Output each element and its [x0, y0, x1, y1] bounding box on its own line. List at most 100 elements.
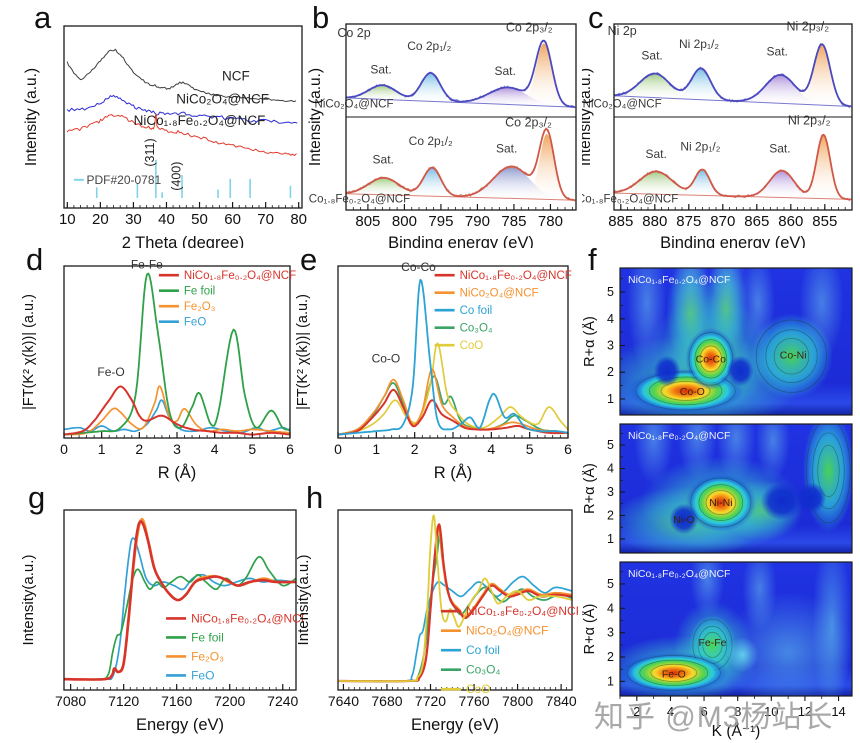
- svg-text:Fe foil: Fe foil: [184, 286, 215, 298]
- svg-text:K (Å⁻¹): K (Å⁻¹): [712, 723, 761, 740]
- svg-text:6: 6: [564, 441, 572, 457]
- svg-text:Co foil: Co foil: [466, 643, 500, 657]
- svg-text:1: 1: [372, 441, 380, 457]
- svg-text:R+α (Å): R+α (Å): [582, 463, 598, 514]
- svg-text:2: 2: [633, 704, 640, 719]
- svg-text:PDF#20-0781: PDF#20-0781: [86, 173, 161, 187]
- svg-text:Co₃O₄: Co₃O₄: [466, 663, 501, 677]
- panel-letter-e: e: [300, 242, 318, 277]
- svg-text:20: 20: [92, 211, 109, 228]
- svg-text:795: 795: [428, 213, 453, 230]
- svg-text:30: 30: [125, 211, 142, 228]
- svg-text:855: 855: [812, 213, 837, 230]
- svg-text:Intensity(a.u.): Intensity(a.u.): [296, 555, 312, 646]
- svg-text:7800: 7800: [502, 693, 533, 709]
- svg-text:Binding energy (eV): Binding energy (eV): [388, 234, 534, 248]
- svg-text:10: 10: [764, 704, 778, 719]
- xanes-co-chart: 7640 7680 7720 7760 7800 7840 Energy (eV) Inten…: [296, 509, 578, 734]
- svg-text:4: 4: [211, 441, 219, 457]
- svg-text:NiCo₂O₄@NCF: NiCo₂O₄@NCF: [460, 288, 539, 300]
- svg-text:Co-O: Co-O: [372, 351, 401, 365]
- svg-text:14: 14: [831, 704, 845, 719]
- svg-text:NiCo₁.₈Fe₀.₂O₄@NCF: NiCo₁.₈Fe₀.₂O₄@NCF: [466, 604, 578, 618]
- svg-text:NiCo₁.₈Fe₀.₂O₄@NCF: NiCo₁.₈Fe₀.₂O₄@NCF: [460, 270, 572, 282]
- svg-text:790: 790: [465, 213, 490, 230]
- svg-text:40: 40: [158, 211, 175, 228]
- svg-text:Ni 2p₃/₂: Ni 2p₃/₂: [786, 20, 829, 34]
- svg-text:Energy (eV): Energy (eV): [136, 716, 224, 734]
- exafs-fe-chart: 0 1 2 3 4 5 6 R (Å) |FT(K² χ(k))| (a.u.) Fe-Fe Fe-…: [21, 258, 296, 482]
- svg-text:Co-O: Co-O: [680, 386, 705, 398]
- svg-text:10: 10: [59, 211, 76, 228]
- svg-text:785: 785: [501, 213, 526, 230]
- svg-text:Fe₂O₃: Fe₂O₃: [191, 649, 224, 663]
- svg-text:5: 5: [607, 577, 614, 591]
- svg-text:4: 4: [487, 441, 495, 457]
- svg-text:Co₃O₄: Co₃O₄: [460, 323, 493, 335]
- svg-text:12: 12: [798, 704, 812, 719]
- panel-letter-c: c: [588, 0, 604, 35]
- svg-text:885: 885: [608, 213, 633, 230]
- svg-text:Co 2p₃/₂: Co 2p₃/₂: [506, 20, 553, 34]
- svg-text:7160: 7160: [161, 693, 192, 709]
- svg-text:7840: 7840: [546, 693, 577, 709]
- svg-text:8: 8: [734, 704, 741, 719]
- svg-text:860: 860: [778, 213, 803, 230]
- svg-text:2 Theta (degree): 2 Theta (degree): [122, 234, 245, 248]
- svg-text:7240: 7240: [267, 693, 298, 709]
- panel-letter-b: b: [312, 0, 330, 35]
- svg-text:Binding energy (eV): Binding energy (eV): [660, 234, 806, 248]
- svg-text:Sat.: Sat.: [370, 62, 391, 76]
- svg-text:875: 875: [676, 213, 701, 230]
- svg-text:Co 2p₁/₂: Co 2p₁/₂: [409, 134, 453, 148]
- svg-text:7120: 7120: [108, 693, 139, 709]
- svg-text:7640: 7640: [328, 693, 359, 709]
- svg-text:Co 2p₁/₂: Co 2p₁/₂: [407, 39, 451, 53]
- svg-text:Co-Co: Co-Co: [401, 260, 436, 274]
- svg-text:NiCo₁.₈Fe₀.₂O₄@NCF: NiCo₁.₈Fe₀.₂O₄@NCF: [191, 611, 304, 625]
- svg-text:3: 3: [607, 339, 614, 353]
- svg-text:2: 2: [607, 650, 614, 664]
- svg-text:Co 2p₃/₂: Co 2p₃/₂: [505, 115, 552, 129]
- svg-text:780: 780: [538, 213, 563, 230]
- svg-text:NiCo₁.₈Fe₀.₂O₄@NCF: NiCo₁.₈Fe₀.₂O₄@NCF: [628, 430, 730, 442]
- svg-text:Sat.: Sat.: [645, 147, 666, 161]
- svg-text:Fe-Fe: Fe-Fe: [698, 637, 726, 649]
- svg-text:NiCo₂O₄@NCF: NiCo₂O₄@NCF: [466, 624, 548, 638]
- svg-text:1: 1: [607, 532, 614, 546]
- svg-text:FeO: FeO: [184, 317, 206, 329]
- svg-text:0: 0: [334, 441, 342, 457]
- svg-text:R+α (Å): R+α (Å): [582, 316, 598, 367]
- svg-text:NiCo₂O₄@NCF: NiCo₂O₄@NCF: [583, 99, 662, 111]
- svg-text:Sat.: Sat.: [496, 141, 517, 155]
- svg-text:0: 0: [60, 441, 68, 457]
- svg-text:Co-Co: Co-Co: [696, 353, 727, 365]
- svg-text:4: 4: [667, 704, 674, 719]
- svg-text:Fe-O: Fe-O: [662, 669, 686, 681]
- svg-text:5: 5: [248, 441, 256, 457]
- svg-text:|FT(K² χ(k))| (a.u.): |FT(K² χ(k))| (a.u.): [21, 294, 37, 410]
- svg-text:Ni 2p₁/₂: Ni 2p₁/₂: [679, 37, 719, 51]
- panel-letter-a: a: [34, 0, 52, 35]
- svg-text:Intensity(a.u.): Intensity(a.u.): [20, 555, 37, 646]
- xps-ni2p-chart: Ni 2p Sat. Ni 2p₁/₂ Sat. Ni 2p₃/₂ NiCo₂O₄@NCF…: [582, 20, 853, 248]
- svg-text:80: 80: [290, 211, 307, 228]
- svg-text:3: 3: [173, 441, 181, 457]
- svg-text:Co-Ni: Co-Ni: [780, 349, 807, 361]
- svg-text:5: 5: [607, 285, 614, 299]
- panel-letter-g: g: [28, 480, 46, 515]
- svg-text:5: 5: [607, 438, 614, 452]
- svg-text:FeO: FeO: [191, 668, 214, 682]
- svg-text:7760: 7760: [458, 693, 489, 709]
- svg-text:Ni 2p: Ni 2p: [608, 24, 637, 38]
- svg-text:7080: 7080: [55, 693, 86, 709]
- svg-text:Fe₂O₃: Fe₂O₃: [184, 301, 216, 313]
- svg-text:3: 3: [607, 485, 614, 499]
- svg-text:4: 4: [607, 462, 614, 476]
- svg-text:Ni 2p₃/₂: Ni 2p₃/₂: [788, 113, 831, 127]
- svg-text:5: 5: [526, 441, 534, 457]
- svg-text:2: 2: [607, 365, 614, 379]
- svg-text:7200: 7200: [214, 693, 245, 709]
